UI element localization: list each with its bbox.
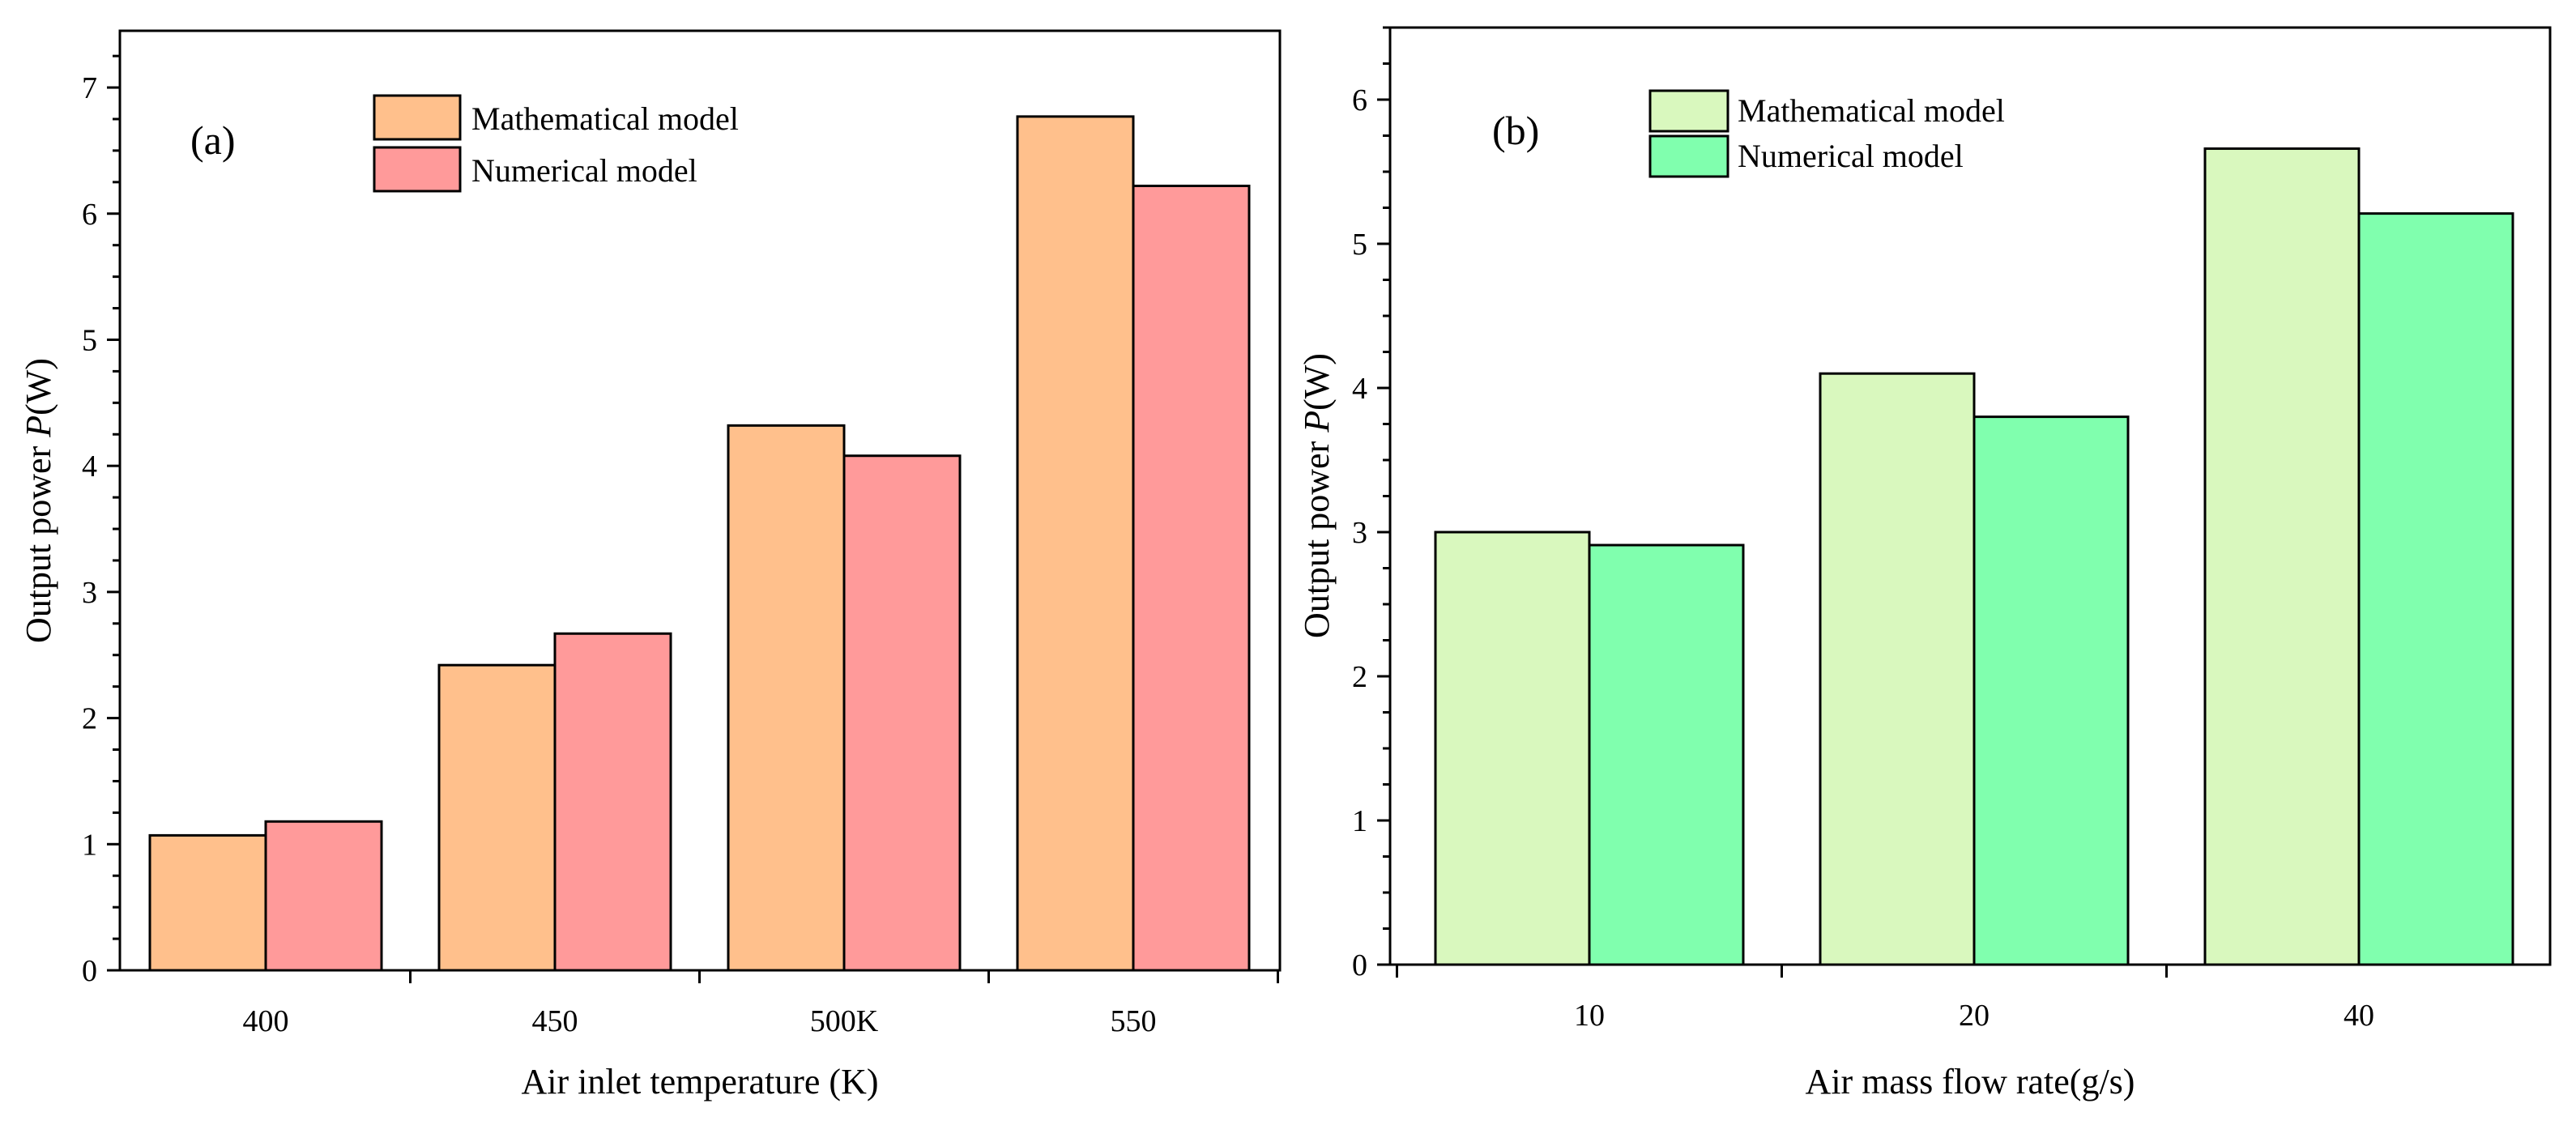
panel-b-bar-mathematical-10 xyxy=(1434,531,1591,966)
panel-b-bars xyxy=(1434,147,2514,966)
panel-a-x-tick-label: 500K xyxy=(810,1004,879,1038)
panel-a-y-tick-label: 0 xyxy=(82,954,97,988)
panel-b-legend: Mathematical model Numerical model xyxy=(1648,89,2005,178)
panel-b-bar-numerical-20 xyxy=(1973,415,2130,966)
panel-b-y-axis-title-suffix: (W) xyxy=(1297,353,1337,411)
panel-a-y-axis-title: Output power P(W) xyxy=(19,358,58,643)
panel-a-bar-numerical-450 xyxy=(553,632,672,972)
panel-b-label: (b) xyxy=(1492,108,1539,153)
panel-a-legend-swatch-mathematical xyxy=(373,94,462,141)
panel-a-x-tick-label: 550 xyxy=(1111,1004,1157,1038)
panel-b-y-tick-label: 2 xyxy=(1352,660,1367,694)
panel-a-y-tick-label: 5 xyxy=(82,323,97,357)
panel-b-y-axis-title-symbol: P xyxy=(1297,411,1337,433)
panel-b-x-axis-title: Air mass flow rate(g/s) xyxy=(1806,1062,2135,1102)
panel-b-legend-label-mathematical: Mathematical model xyxy=(1738,92,2005,129)
panel-b-y-tick-label: 6 xyxy=(1352,83,1367,117)
panel-a-x-axis-title: Air inlet temperature (K) xyxy=(521,1062,878,1102)
panel-a-y-axis-title-suffix: (W) xyxy=(19,358,58,415)
panel-a-y-tick-label: 6 xyxy=(82,198,97,232)
panel-b-y-tick-label: 5 xyxy=(1352,228,1367,262)
panel-b-x-tick-label: 20 xyxy=(1959,999,1990,1033)
panel-a-bar-numerical-500k xyxy=(842,454,962,972)
panel-a-bar-mathematical-450 xyxy=(437,663,557,972)
panel-a-legend-swatch-numerical xyxy=(373,146,462,193)
panel-b-bar-mathematical-40 xyxy=(2203,147,2361,966)
panel-a-y-tick-label: 3 xyxy=(82,576,97,610)
panel-a-y-tick-label: 1 xyxy=(82,828,97,862)
panel-a-bars xyxy=(148,115,1251,972)
panel-a-bar-mathematical-500k xyxy=(727,424,846,972)
panel-a-x-tick-label: 400 xyxy=(243,1004,289,1038)
panel-a-ticks: 400 450 500K 550 0 1 2 3 4 5 6 7 xyxy=(82,54,1279,1038)
panel-a: 400 450 500K 550 0 1 2 3 4 5 6 7 (a) Mathematical m… xyxy=(19,29,1282,1102)
panel-a-y-tick-label: 2 xyxy=(82,702,97,736)
panel-a-legend-label-mathematical: Mathematical model xyxy=(471,100,739,137)
panel-a-y-tick-label: 4 xyxy=(82,450,97,484)
panel-b-y-axis-title: Output power P(W) xyxy=(1297,353,1337,638)
panel-b-legend-swatch-mathematical xyxy=(1648,89,1729,133)
panel-a-bar-numerical-400 xyxy=(264,820,383,972)
panel-b-x-tick-label: 10 xyxy=(1574,999,1605,1033)
panel-a-y-axis-title-symbol: P xyxy=(19,415,58,438)
panel-a-bar-mathematical-550 xyxy=(1016,115,1135,972)
panel-b-legend-label-numerical: Numerical model xyxy=(1738,138,1964,174)
panel-a-legend: Mathematical model Numerical model xyxy=(373,94,739,193)
panel-a-bar-mathematical-400 xyxy=(148,833,267,972)
panel-b-y-tick-label: 4 xyxy=(1352,372,1367,406)
panel-b-bar-numerical-40 xyxy=(2357,212,2514,966)
panel-a-y-tick-label: 7 xyxy=(82,71,97,105)
panel-b-ticks: 10 20 40 0 1 2 3 4 5 6 xyxy=(1352,26,2374,1033)
panel-b-y-tick-label: 0 xyxy=(1352,948,1367,982)
panel-a-legend-label-numerical: Numerical model xyxy=(471,152,697,189)
panel-b-x-tick-label: 40 xyxy=(2344,999,2374,1033)
panel-a-y-axis-title-prefix: Output power xyxy=(19,437,58,643)
panel-a-x-tick-label: 450 xyxy=(532,1004,578,1038)
panel-b-y-tick-label: 1 xyxy=(1352,804,1367,838)
panel-b-bar-mathematical-20 xyxy=(1819,372,1976,966)
panel-b-legend-swatch-numerical xyxy=(1648,134,1729,178)
panel-a-bar-numerical-550 xyxy=(1132,185,1251,972)
panel-a-label: (a) xyxy=(190,117,236,163)
panel-b: 10 20 40 0 1 2 3 4 5 6 (b) Mathematical model Num… xyxy=(1297,26,2552,1102)
panel-b-bar-numerical-10 xyxy=(1588,543,1745,966)
panel-b-y-axis-title-prefix: Output power xyxy=(1297,433,1337,638)
panel-b-y-tick-label: 3 xyxy=(1352,516,1367,550)
